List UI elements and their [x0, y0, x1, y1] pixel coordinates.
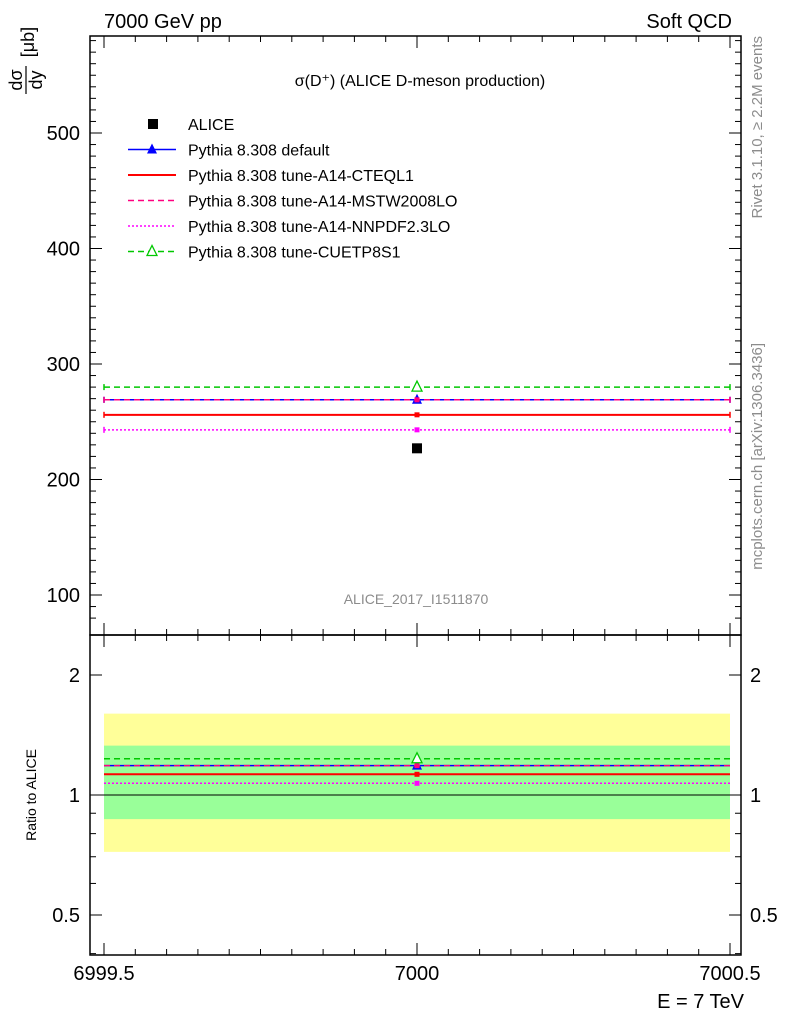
- ratio-tick-label-left-0: 0.5: [52, 905, 80, 927]
- legend-marker-0: [147, 143, 157, 154]
- x-tick-label-0: 6999.5: [73, 963, 134, 985]
- ratio-tick-label-left-1: 1: [69, 785, 80, 807]
- chart-title: σ(D⁺) (ALICE D-meson production): [295, 73, 545, 90]
- series-marker-3: [414, 427, 420, 433]
- ratio-tick-label-left-2: 2: [69, 665, 80, 687]
- ratio-y-label: Ratio to ALICE: [23, 749, 39, 841]
- series-marker-1: [414, 412, 420, 418]
- legend-label-alice: ALICE: [188, 117, 234, 134]
- y-tick-label-0: 100: [47, 585, 80, 607]
- ratio-marker-4: [410, 751, 424, 764]
- data-point-alice: [412, 443, 422, 454]
- legend-label-1: Pythia 8.308 tune-A14-CTEQL1: [188, 168, 414, 185]
- y-label-numerator: dσ: [6, 69, 26, 90]
- ratio-panel: [90, 713, 741, 852]
- mcplots-label: mcplots.cern.ch [arXiv:1306.3436]: [749, 343, 766, 570]
- ratio-tick-label-right-2: 2: [750, 665, 761, 687]
- ratio-tick-label-right-0: 0.5: [750, 905, 778, 927]
- ratio-marker-2: [414, 763, 420, 769]
- series-marker-2: [414, 397, 420, 403]
- legend-label-0: Pythia 8.308 default: [188, 143, 330, 160]
- series-marker-4: [410, 379, 424, 392]
- x-axis-label: E = 7 TeV: [657, 991, 745, 1013]
- rivet-label: Rivet 3.1.10, ≥ 2.2M events: [749, 36, 766, 219]
- main-panel: [103, 379, 731, 454]
- axes-frame: 100 200 300 400 500 0.5 0.5 1 1 2 2 6999.5 7000 7000.…: [47, 35, 778, 985]
- y-tick-label-2: 300: [47, 354, 80, 376]
- x-tick-label-1: 7000: [395, 963, 440, 985]
- ratio-marker-3: [414, 780, 420, 786]
- y-tick-label-4: 500: [47, 123, 80, 145]
- legend-label-4: Pythia 8.308 tune-CUETP8S1: [188, 245, 401, 262]
- legend-marker-4: [145, 244, 159, 257]
- legend-label-2: Pythia 8.308 tune-A14-MSTW2008LO: [188, 194, 457, 211]
- ratio-marker-1: [414, 771, 420, 777]
- y-label-denominator: dy: [26, 70, 46, 89]
- y-axis-label: dσ dy [μb]: [6, 27, 46, 94]
- header-right: Soft QCD: [646, 11, 732, 33]
- legend: ALICE Pythia 8.308 default Pythia 8.308 tu…: [128, 117, 457, 262]
- legend-label-3: Pythia 8.308 tune-A14-NNPDF2.3LO: [188, 219, 450, 236]
- header-left: 7000 GeV pp: [104, 11, 222, 33]
- legend-symbol-alice: [148, 119, 158, 129]
- y-tick-label-3: 400: [47, 239, 80, 261]
- y-tick-label-1: 200: [47, 470, 80, 492]
- ratio-tick-label-right-1: 1: [750, 785, 761, 807]
- analysis-watermark: ALICE_2017_I1511870: [344, 591, 489, 607]
- y-label-unit: [μb]: [18, 27, 38, 57]
- x-tick-label-2: 7000.5: [699, 963, 760, 985]
